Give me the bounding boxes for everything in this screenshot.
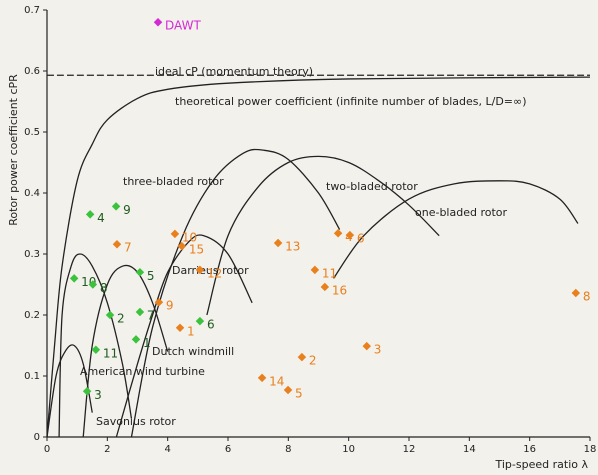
x-tick-label: 2 bbox=[104, 444, 110, 455]
data-point bbox=[154, 18, 162, 26]
y-tick-label: 0.3 bbox=[24, 249, 40, 260]
data-point bbox=[572, 289, 580, 297]
x-tick-label: 16 bbox=[523, 444, 536, 455]
point-label: 1 bbox=[187, 324, 195, 338]
curve-label: one-bladed rotor bbox=[415, 206, 508, 219]
point-label: 12 bbox=[207, 266, 222, 280]
curve-label: three-bladed rotor bbox=[123, 175, 224, 188]
x-tick-label: 18 bbox=[584, 444, 597, 455]
point-label: 5 bbox=[147, 269, 155, 283]
data-point bbox=[112, 202, 120, 210]
data-point bbox=[83, 387, 91, 395]
curve bbox=[131, 149, 339, 437]
x-tick-label: 10 bbox=[342, 444, 355, 455]
point-label: 13 bbox=[285, 240, 300, 254]
data-point bbox=[284, 386, 292, 394]
x-axis-label: Tip-speed ratio λ bbox=[495, 458, 589, 471]
x-tick-label: 0 bbox=[44, 444, 50, 455]
data-point bbox=[363, 342, 371, 350]
curve-label: ideal cP (momentum theory) bbox=[155, 65, 313, 78]
data-point bbox=[311, 266, 319, 274]
point-label: 8 bbox=[583, 290, 591, 304]
point-label: 7 bbox=[124, 241, 132, 255]
x-tick-label: 14 bbox=[463, 444, 476, 455]
point-label: 6 bbox=[357, 232, 365, 246]
point-label: 9 bbox=[166, 299, 174, 313]
curve-label: two-bladed rotor bbox=[326, 180, 418, 193]
point-label: 11 bbox=[103, 346, 118, 360]
y-tick-label: 0.4 bbox=[24, 188, 40, 199]
x-tick-label: 6 bbox=[225, 444, 231, 455]
point-label: 9 bbox=[123, 203, 131, 217]
curve-label: Dutch windmill bbox=[152, 345, 234, 358]
y-tick-label: 0 bbox=[34, 432, 40, 443]
curve bbox=[334, 181, 578, 279]
point-label: 3 bbox=[94, 388, 102, 402]
point-label: 8 bbox=[100, 281, 108, 295]
data-point bbox=[113, 240, 121, 248]
data-point bbox=[86, 210, 94, 218]
point-label: 7 bbox=[147, 308, 155, 322]
point-label: 11 bbox=[322, 266, 337, 280]
point-label: 5 bbox=[295, 387, 303, 401]
point-label: 15 bbox=[189, 243, 204, 257]
data-point bbox=[136, 308, 144, 316]
chart: Rotor power coefficient cPR Tip-speed ra… bbox=[0, 0, 598, 475]
x-tick-label: 12 bbox=[403, 444, 416, 455]
data-point bbox=[298, 353, 306, 361]
data-point bbox=[70, 274, 78, 282]
y-tick-label: 0.6 bbox=[24, 66, 40, 77]
curve bbox=[47, 77, 590, 437]
point-label: 6 bbox=[207, 318, 215, 332]
y-tick-label: 0.2 bbox=[24, 310, 40, 321]
data-point bbox=[136, 268, 144, 276]
y-tick-label: 0.1 bbox=[24, 371, 40, 382]
curve-label: theoretical power coefficient (infinite … bbox=[175, 95, 526, 108]
point-label: 4 bbox=[97, 211, 105, 225]
y-axis-label: Rotor power coefficient cPR bbox=[7, 74, 20, 226]
point-label: 2 bbox=[309, 354, 317, 368]
point-label: 3 bbox=[374, 343, 382, 357]
data-point bbox=[132, 335, 140, 343]
point-label: 2 bbox=[117, 312, 125, 326]
data-point bbox=[176, 324, 184, 332]
point-label: 1 bbox=[143, 336, 151, 350]
data-point bbox=[92, 346, 100, 354]
data-point bbox=[274, 239, 282, 247]
curve-label: American wind turbine bbox=[80, 365, 205, 378]
y-tick-label: 0.7 bbox=[24, 5, 40, 16]
x-tick-label: 4 bbox=[164, 444, 170, 455]
data-point bbox=[321, 283, 329, 291]
point-label: 14 bbox=[269, 374, 284, 388]
data-point bbox=[106, 311, 114, 319]
y-tick-label: 0.5 bbox=[24, 127, 40, 138]
data-point bbox=[334, 229, 342, 237]
curve-label: Savonius rotor bbox=[96, 415, 176, 428]
data-point bbox=[171, 230, 179, 238]
data-point bbox=[196, 317, 204, 325]
data-point bbox=[258, 374, 266, 382]
point-label: DAWT bbox=[165, 19, 201, 33]
x-tick-label: 8 bbox=[285, 444, 291, 455]
point-label: 16 bbox=[332, 283, 347, 297]
